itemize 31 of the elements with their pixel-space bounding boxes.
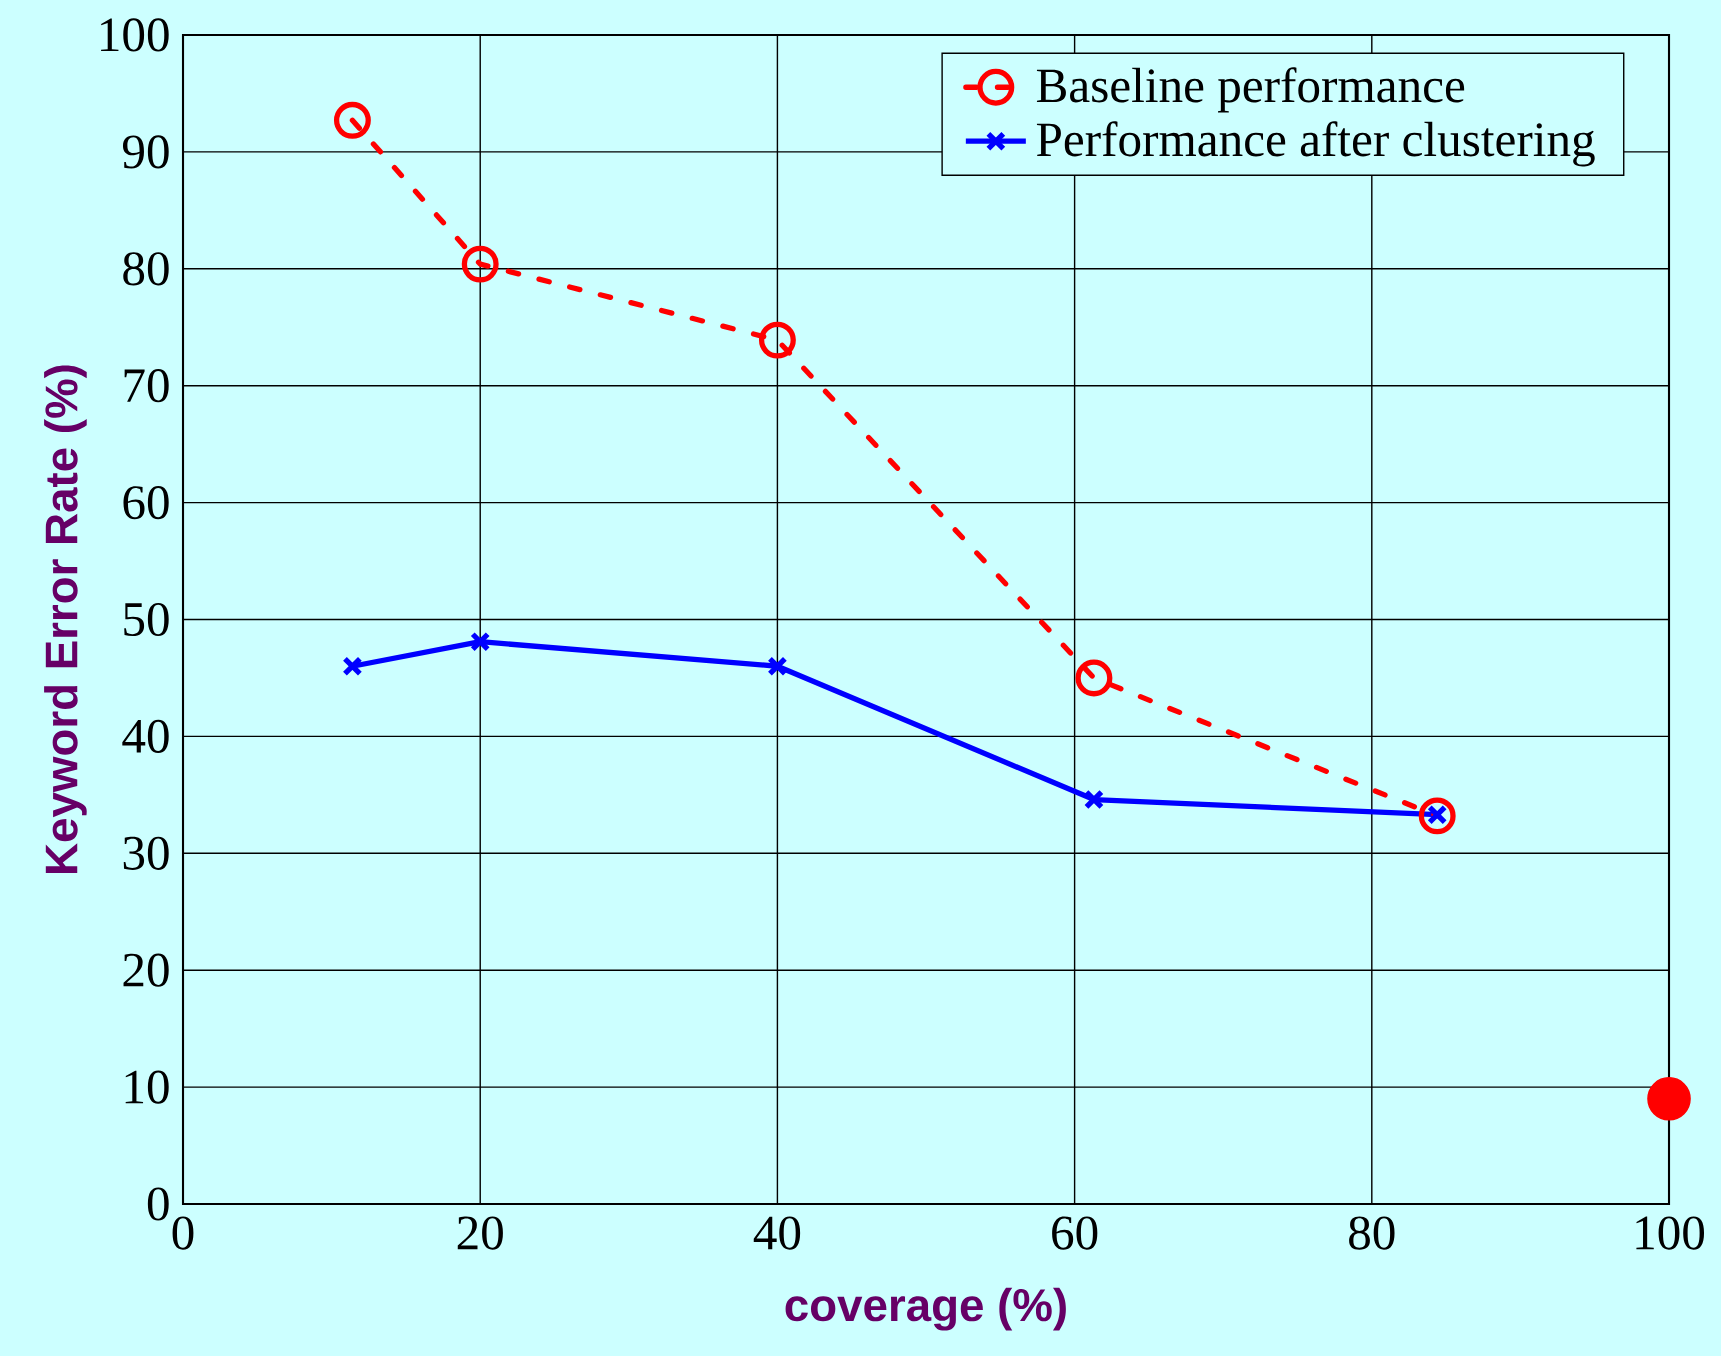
point (758, 321, 796, 359)
y-tick-label: 100 (101, 18, 169, 52)
y-tick-label: 30 (123, 836, 169, 870)
y-tick-label: 20 (123, 953, 169, 987)
y-tick-label: 40 (122, 719, 169, 754)
y-tick-label: 80 (123, 252, 169, 286)
x-tick-label: 80 (1349, 1216, 1395, 1250)
point (333, 101, 371, 139)
y-tick-label: 60 (123, 485, 169, 520)
point (470, 631, 491, 652)
y-tick-label: 0 (147, 1187, 169, 1221)
y-axis-title: Keyword Error Rate (%) (44, 365, 87, 873)
point (1647, 1076, 1691, 1121)
x-tick-label: 40 (753, 1216, 801, 1250)
x-tick-label: 0 (172, 1216, 194, 1250)
x-tick-label: 20 (457, 1216, 503, 1250)
legend-label: Baseline performance (1036, 67, 1465, 113)
point (342, 656, 363, 677)
x-tick-label: 100 (1636, 1216, 1705, 1250)
legend-label: Performance after clustering (1036, 121, 1595, 167)
point (1418, 797, 1456, 835)
y-tick-label: 10 (125, 1070, 169, 1104)
point (1075, 659, 1113, 697)
y-tick-label: 50 (124, 602, 169, 637)
point (461, 245, 499, 283)
x-tick-label: 60 (1052, 1216, 1098, 1250)
point (1083, 789, 1105, 810)
y-tick-label: 90 (122, 135, 169, 169)
y-tick-label: 70 (124, 369, 169, 403)
point (767, 656, 788, 677)
x-axis-title: coverage (%) (785, 1287, 1066, 1331)
